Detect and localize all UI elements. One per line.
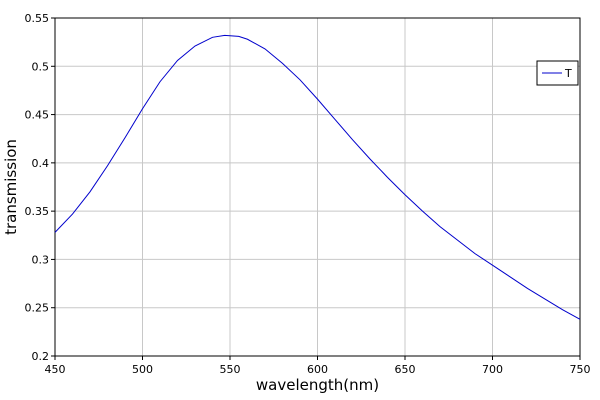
series-line-t	[54, 34, 581, 320]
y-tick-label: 0.25	[25, 302, 50, 315]
x-tick-label: 650	[395, 363, 416, 376]
x-tick-label: 450	[45, 363, 66, 376]
y-tick-label: 0.35	[25, 205, 50, 218]
x-tick-label: 550	[220, 363, 241, 376]
series-layer	[54, 34, 581, 320]
y-tick-label: 0.55	[25, 12, 50, 25]
x-axis: 450 500 550 600 650 700 750	[45, 356, 591, 376]
x-tick-label: 600	[307, 363, 328, 376]
y-axis-title: transmission	[2, 139, 20, 235]
legend: T	[536, 60, 579, 86]
x-tick-label: 750	[570, 363, 591, 376]
x-axis-title: wavelength(nm)	[256, 376, 379, 394]
x-tick-label: 500	[132, 363, 153, 376]
y-tick-label: 0.2	[32, 350, 50, 363]
y-tick-label: 0.4	[32, 157, 50, 170]
legend-label-t: T	[564, 67, 572, 80]
y-tick-label: 0.45	[25, 109, 50, 122]
y-tick-label: 0.3	[32, 253, 50, 266]
y-axis: 0.2 0.25 0.3 0.35 0.4 0.45 0.5 0.55	[25, 12, 55, 363]
x-tick-label: 700	[482, 363, 503, 376]
y-tick-label: 0.5	[32, 60, 50, 73]
grid	[55, 18, 580, 356]
